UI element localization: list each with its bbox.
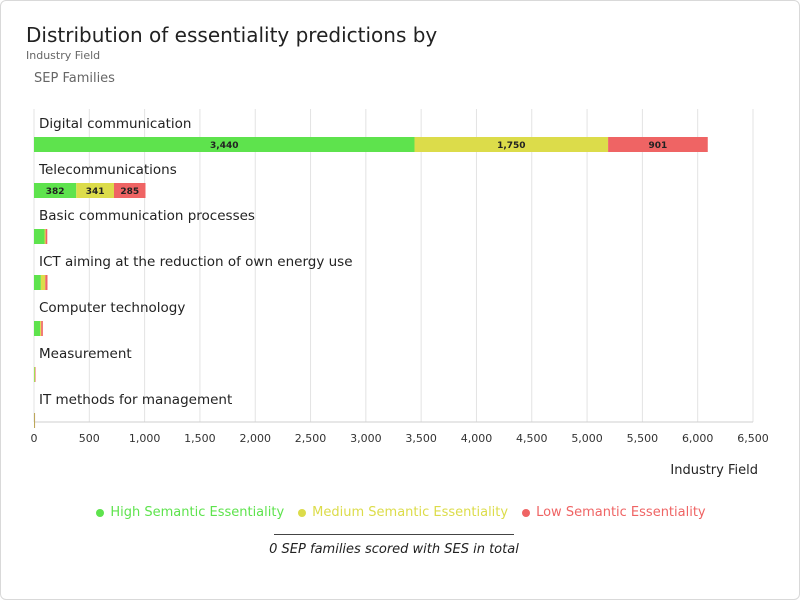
bar-segment xyxy=(45,275,48,290)
category-label: Basic communication processes xyxy=(39,208,255,224)
category-label: ICT aiming at the reduction of own energ… xyxy=(39,254,353,270)
legend: High Semantic Essentiality Medium Semant… xyxy=(1,505,800,520)
bar-segment xyxy=(40,321,42,336)
bar-segment xyxy=(34,367,35,382)
data-label: 3,440 xyxy=(210,141,238,151)
bar-segment xyxy=(34,367,36,382)
bar-segment xyxy=(35,367,36,382)
bar-segment xyxy=(45,229,48,244)
bar-segment xyxy=(34,183,77,198)
bar-segment xyxy=(414,137,609,152)
bar-segment xyxy=(40,275,46,290)
x-tick-label: 5,000 xyxy=(571,432,603,445)
x-tick-label: 5,500 xyxy=(627,432,659,445)
x-tick-label: 1,000 xyxy=(129,432,161,445)
data-label: 901 xyxy=(649,141,668,151)
bar-segment xyxy=(34,413,35,428)
x-axis-label: Industry Field xyxy=(670,463,758,478)
legend-item-low[interactable]: Low Semantic Essentiality xyxy=(522,505,706,520)
legend-item-high[interactable]: High Semantic Essentiality xyxy=(96,505,284,520)
x-tick-label: 2,000 xyxy=(239,432,271,445)
chart-title: Distribution of essentiality predictions… xyxy=(26,23,438,47)
x-tick-label: 6,000 xyxy=(682,432,714,445)
category-label: Computer technology xyxy=(39,300,185,316)
footer-note: 0 SEP families scored with SES in total xyxy=(269,542,519,557)
legend-dot-medium xyxy=(298,508,307,517)
x-tick-label: 6,500 xyxy=(737,432,769,445)
category-label: IT methods for management xyxy=(39,392,232,408)
footer-divider xyxy=(274,534,514,535)
y-axis-label: SEP Families xyxy=(34,71,115,86)
data-label: 285 xyxy=(120,187,139,197)
legend-label-low: Low Semantic Essentiality xyxy=(536,505,706,520)
bar-segment xyxy=(44,229,46,244)
legend-dot-low xyxy=(522,508,531,517)
x-tick-label: 1,500 xyxy=(184,432,216,445)
chart-subtitle: Industry Field xyxy=(26,49,101,62)
category-label: Measurement xyxy=(39,346,132,362)
x-tick-label: 0 xyxy=(31,432,38,445)
x-tick-label: 3,500 xyxy=(405,432,437,445)
legend-label-medium: Medium Semantic Essentiality xyxy=(312,505,509,520)
bar-segment xyxy=(76,183,114,198)
bar-segment xyxy=(608,137,708,152)
x-tick-label: 2,500 xyxy=(295,432,327,445)
category-label: Telecommunications xyxy=(38,162,177,178)
legend-label-high: High Semantic Essentiality xyxy=(110,505,285,520)
bar-segment xyxy=(34,413,36,428)
bar-segment xyxy=(34,321,41,336)
data-label: 1,750 xyxy=(497,141,525,151)
bar-segment xyxy=(41,321,43,336)
data-label: 341 xyxy=(86,187,105,197)
data-label: 382 xyxy=(46,187,65,197)
bar-segment xyxy=(34,229,45,244)
bar-segment xyxy=(113,183,146,198)
bar-segment xyxy=(34,275,41,290)
x-tick-label: 3,000 xyxy=(350,432,382,445)
x-tick-label: 4,000 xyxy=(461,432,493,445)
bar-segment xyxy=(34,137,415,152)
legend-dot-high xyxy=(96,508,105,517)
x-tick-label: 4,500 xyxy=(516,432,548,445)
x-tick-label: 500 xyxy=(79,432,100,445)
legend-item-medium[interactable]: Medium Semantic Essentiality xyxy=(298,505,508,520)
category-label: Digital communication xyxy=(39,116,191,132)
